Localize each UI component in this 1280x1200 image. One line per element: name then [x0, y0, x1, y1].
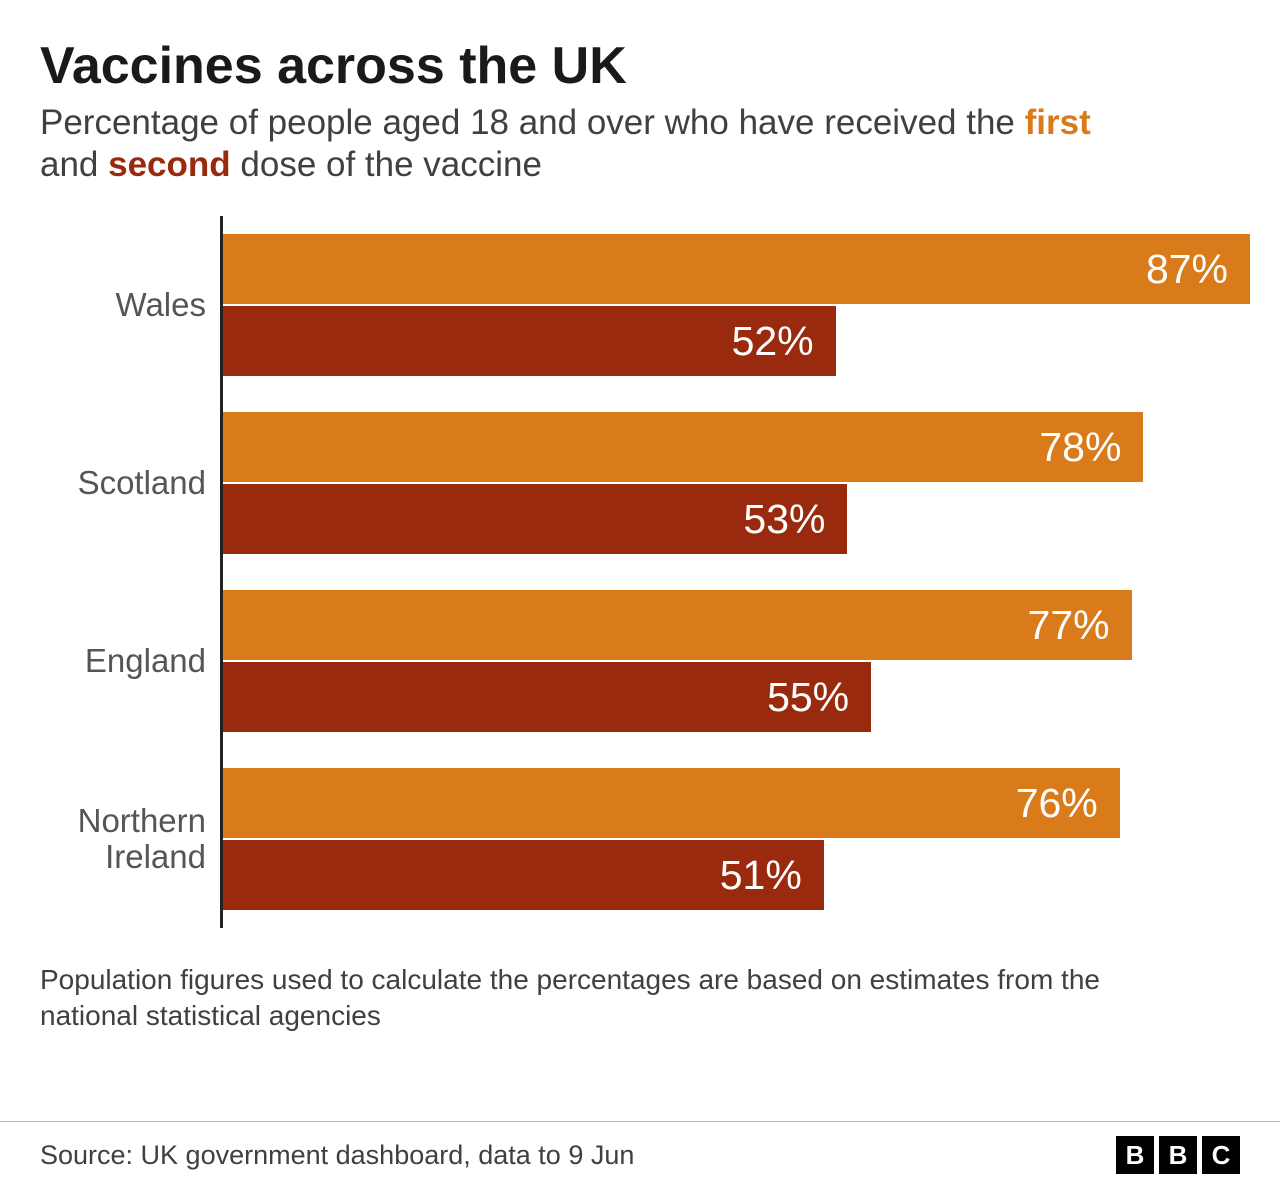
bar-first: 78%: [220, 412, 1143, 482]
bar-second: 55%: [220, 662, 871, 732]
source-line: Source: UK government dashboard, data to…: [40, 1140, 634, 1171]
bar-second: 52%: [220, 306, 836, 376]
subtitle-prefix: Percentage of people aged 18 and over wh…: [40, 103, 1025, 142]
subtitle-suffix: dose of the vaccine: [231, 145, 542, 184]
chart-subtitle: Percentage of people aged 18 and over wh…: [40, 102, 1110, 186]
category-label: England: [40, 572, 220, 750]
logo-letter: B: [1116, 1136, 1154, 1174]
bar-first: 76%: [220, 768, 1120, 838]
chart-card: Vaccines across the UK Percentage of peo…: [0, 0, 1280, 1200]
subtitle-second-word: second: [108, 145, 231, 184]
y-axis-line: [220, 216, 223, 928]
bar-chart: Wales87%52%Scotland78%53%England77%55%No…: [40, 216, 1240, 928]
category-label: Wales: [40, 216, 220, 394]
bar-first: 77%: [220, 590, 1132, 660]
bar-first: 87%: [220, 234, 1250, 304]
logo-letter: B: [1159, 1136, 1197, 1174]
chart-footnote: Population figures used to calculate the…: [40, 962, 1190, 1034]
bbc-logo: B B C: [1116, 1136, 1240, 1174]
category-label: Scotland: [40, 394, 220, 572]
chart-footer: Source: UK government dashboard, data to…: [0, 1121, 1280, 1174]
bar-group: 77%55%: [220, 572, 1250, 750]
logo-letter: C: [1202, 1136, 1240, 1174]
bar-group: 87%52%: [220, 216, 1250, 394]
bar-group: 76%51%: [220, 750, 1250, 928]
bar-second: 53%: [220, 484, 847, 554]
bar-group: 78%53%: [220, 394, 1250, 572]
chart-title: Vaccines across the UK: [40, 36, 1240, 96]
category-label: Northern Ireland: [40, 750, 220, 928]
subtitle-first-word: first: [1025, 103, 1091, 142]
bar-second: 51%: [220, 840, 824, 910]
subtitle-middle: and: [40, 145, 108, 184]
